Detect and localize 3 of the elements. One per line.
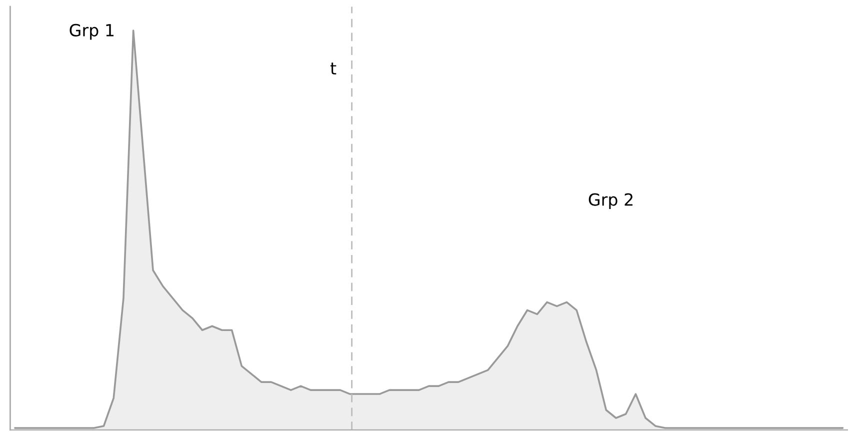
annotation: Grp 2 (588, 193, 632, 210)
annotation: t (330, 62, 336, 74)
annotation: Grp 1 (70, 24, 114, 40)
